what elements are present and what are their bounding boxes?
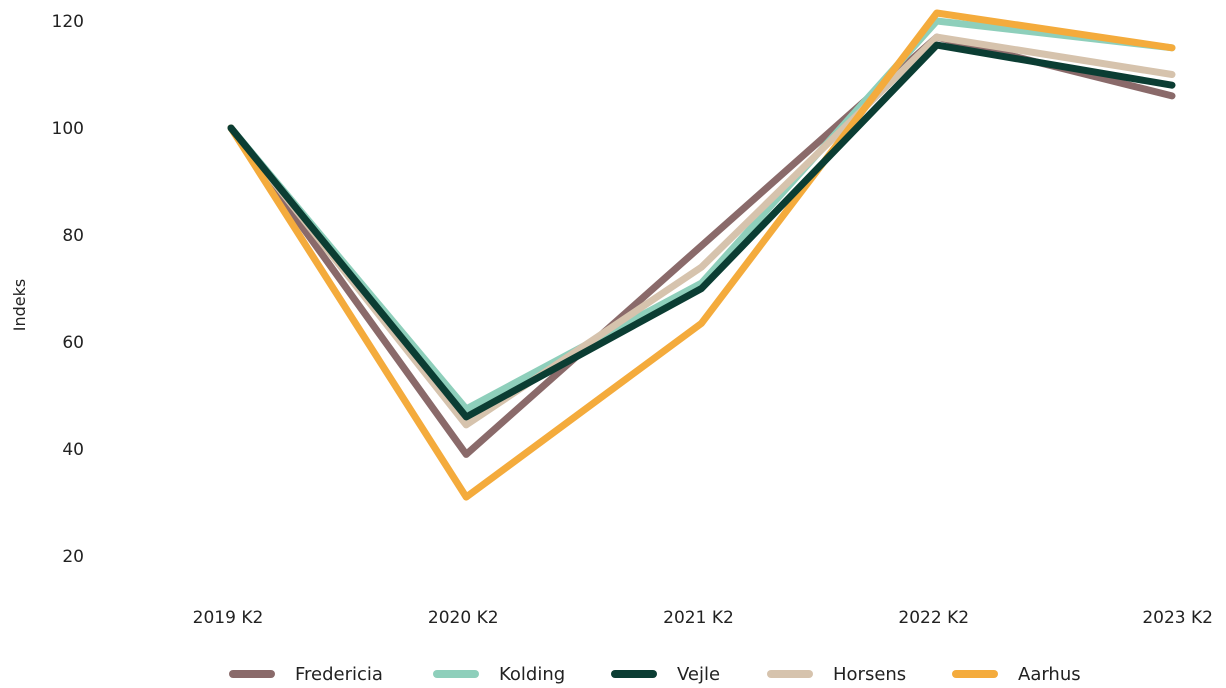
y-tick-label: 20 bbox=[62, 547, 84, 567]
series-line-horsens bbox=[227, 33, 1176, 429]
y-tick-label: 80 bbox=[62, 226, 84, 246]
legend-label-kolding: Kolding bbox=[499, 664, 565, 685]
x-axis-ticks: 2019 K2 2020 K2 2021 K2 2022 K2 2023 K2 bbox=[193, 608, 1213, 628]
series-lines bbox=[227, 9, 1176, 501]
legend-label-vejle: Vejle bbox=[677, 664, 720, 685]
y-axis-title: Indeks bbox=[10, 279, 29, 331]
legend: Fredericia Kolding Vejle Horsens Aarhus bbox=[229, 664, 1081, 685]
y-tick-label: 40 bbox=[62, 440, 84, 460]
x-tick-label: 2022 K2 bbox=[898, 608, 969, 628]
y-tick-label: 120 bbox=[52, 12, 84, 32]
x-tick-label: 2021 K2 bbox=[663, 608, 734, 628]
legend-label-horsens: Horsens bbox=[833, 664, 906, 685]
series-line-aarhus bbox=[227, 9, 1176, 501]
legend-label-aarhus: Aarhus bbox=[1018, 664, 1081, 685]
y-tick-label: 100 bbox=[52, 119, 84, 139]
series-line-fredericia bbox=[227, 33, 1176, 458]
series-line-vejle bbox=[227, 41, 1176, 421]
y-axis-ticks: 20 40 60 80 100 120 bbox=[52, 12, 84, 567]
x-tick-label: 2023 K2 bbox=[1142, 608, 1213, 628]
legend-label-fredericia: Fredericia bbox=[295, 664, 383, 685]
x-tick-label: 2019 K2 bbox=[193, 608, 264, 628]
y-tick-label: 60 bbox=[62, 333, 84, 353]
x-tick-label: 2020 K2 bbox=[428, 608, 499, 628]
